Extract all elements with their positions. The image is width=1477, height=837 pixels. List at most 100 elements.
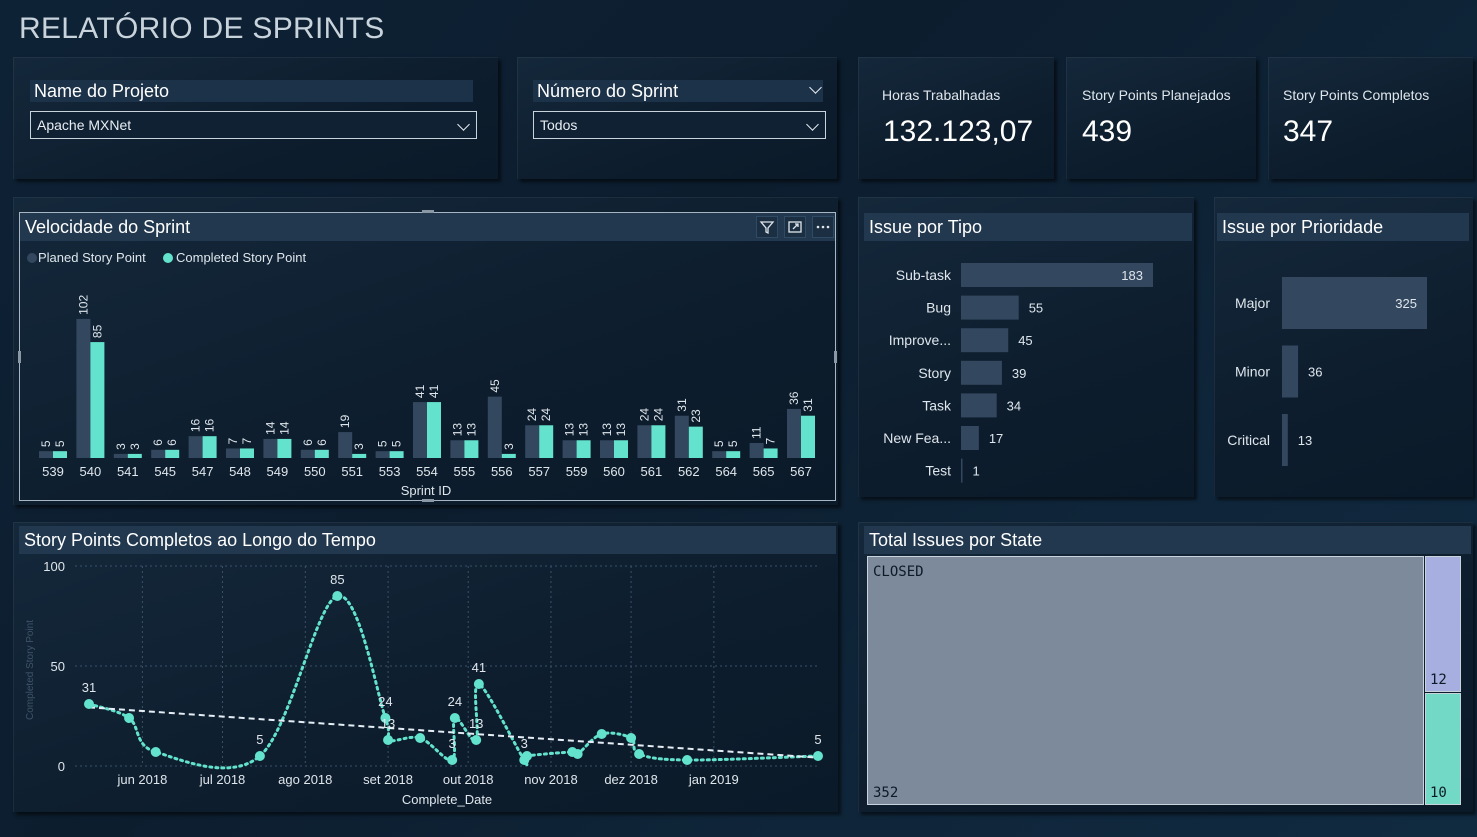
bar-completed[interactable] [614,440,628,458]
bar-tipo[interactable] [961,263,1153,287]
bar-planned[interactable] [151,449,166,458]
bar-label-planned: 11 [750,426,764,439]
bar-completed[interactable] [501,453,516,458]
data-point[interactable] [150,747,161,757]
category-label: Major [1235,295,1270,311]
bar-completed[interactable] [389,451,404,458]
bar-planned[interactable] [263,438,278,458]
bar-completed[interactable] [240,448,254,458]
data-label: 3 [449,736,456,751]
more-options-icon[interactable] [812,216,834,238]
bar-planned[interactable] [375,451,390,458]
data-point[interactable] [634,749,645,759]
x-tick-label: 560 [603,464,625,479]
bar-planned[interactable] [188,436,203,458]
bar-planned[interactable] [674,415,689,458]
data-point[interactable] [813,751,823,761]
bar-completed[interactable] [539,425,554,458]
data-point[interactable] [124,713,135,723]
bar-planned[interactable] [487,396,502,458]
bar-completed[interactable] [277,438,292,458]
bar-completed[interactable] [688,426,703,458]
data-point[interactable] [449,713,460,723]
data-point[interactable] [415,733,426,743]
bar-planned[interactable] [562,440,577,458]
resize-handle[interactable] [834,351,837,363]
bar-tipo[interactable] [961,295,1019,320]
resize-handle[interactable] [18,351,21,363]
bar-prioridade[interactable] [1282,345,1299,398]
bar-planned[interactable] [226,448,240,458]
bar-tipo[interactable] [961,458,963,483]
bar-planned[interactable] [450,440,465,458]
treemap-closed[interactable]: CLOSED 352 [867,556,1424,805]
bar-planned[interactable] [787,408,801,458]
treemap-state-3[interactable]: 10 [1425,693,1461,805]
bar-label-completed: 13 [464,423,478,437]
x-tick-label: jul 2018 [199,772,246,787]
sprint-dropdown-value: Todos [540,117,578,133]
bar-planned[interactable] [76,318,91,458]
bar-completed[interactable] [127,453,142,458]
bar-planned[interactable] [637,425,652,458]
bar-tipo[interactable] [961,426,979,450]
data-point[interactable] [471,735,482,745]
bar-prioridade[interactable] [1282,277,1427,329]
bar-tipo[interactable] [961,360,1002,385]
bar-completed[interactable] [651,425,666,458]
bar-completed[interactable] [352,453,367,458]
bar-completed[interactable] [90,342,105,458]
bar-planned[interactable] [39,451,53,458]
data-point[interactable] [596,729,607,739]
project-dropdown[interactable]: Apache MXNet [30,111,477,139]
focus-mode-icon[interactable] [784,216,806,238]
data-point[interactable] [383,735,394,745]
bar-planned[interactable] [113,453,128,458]
bar-completed[interactable] [763,448,778,458]
bar-completed[interactable] [801,415,815,458]
bar-planned[interactable] [600,440,614,458]
bar-planned[interactable] [525,425,540,458]
bar-planned[interactable] [712,451,727,458]
resize-handle[interactable] [422,210,434,213]
data-point[interactable] [572,749,583,759]
category-label: Minor [1235,364,1270,380]
data-point[interactable] [447,755,458,765]
bar-planned[interactable] [338,432,353,458]
treemap-state-2[interactable]: 12 [1425,556,1461,692]
data-point[interactable] [254,751,265,761]
data-point[interactable] [521,751,532,761]
bar-planned[interactable] [413,402,427,458]
data-point[interactable] [626,733,637,743]
treemap-closed-label: CLOSED [873,564,924,580]
data-point[interactable] [473,679,484,689]
bar-completed[interactable] [726,451,741,458]
x-tick-label: 556 [491,464,513,479]
bar-completed[interactable] [464,440,479,458]
bar-label-planned: 16 [189,419,203,433]
data-point[interactable] [682,755,693,765]
bar-prioridade[interactable] [1282,414,1288,466]
bar-planned[interactable] [749,443,764,458]
data-point[interactable] [332,591,343,601]
bar-completed[interactable] [314,449,329,458]
bar-tipo[interactable] [961,328,1009,353]
resize-handle[interactable] [422,499,434,502]
filter-icon[interactable] [756,216,778,238]
chevron-down-icon [457,118,470,131]
bar-completed[interactable] [576,440,591,458]
bar-tipo[interactable] [961,393,997,418]
bar-completed[interactable] [53,451,67,458]
data-point[interactable] [380,713,391,723]
bar-completed[interactable] [202,436,217,458]
bar-planned[interactable] [300,449,315,458]
sprint-dropdown[interactable]: Todos [533,111,826,139]
bar-completed[interactable] [427,402,441,458]
x-tick-label: 547 [192,464,214,479]
bar-label-planned: 31 [675,398,689,412]
bar-completed[interactable] [165,449,180,458]
data-point[interactable] [84,699,94,709]
issue-prioridade-card: Issue por Prioridade Major 325 Minor 36 Crit… [1214,197,1473,497]
project-dropdown-value: Apache MXNet [37,117,132,133]
bar-label-completed: 7 [764,437,778,444]
